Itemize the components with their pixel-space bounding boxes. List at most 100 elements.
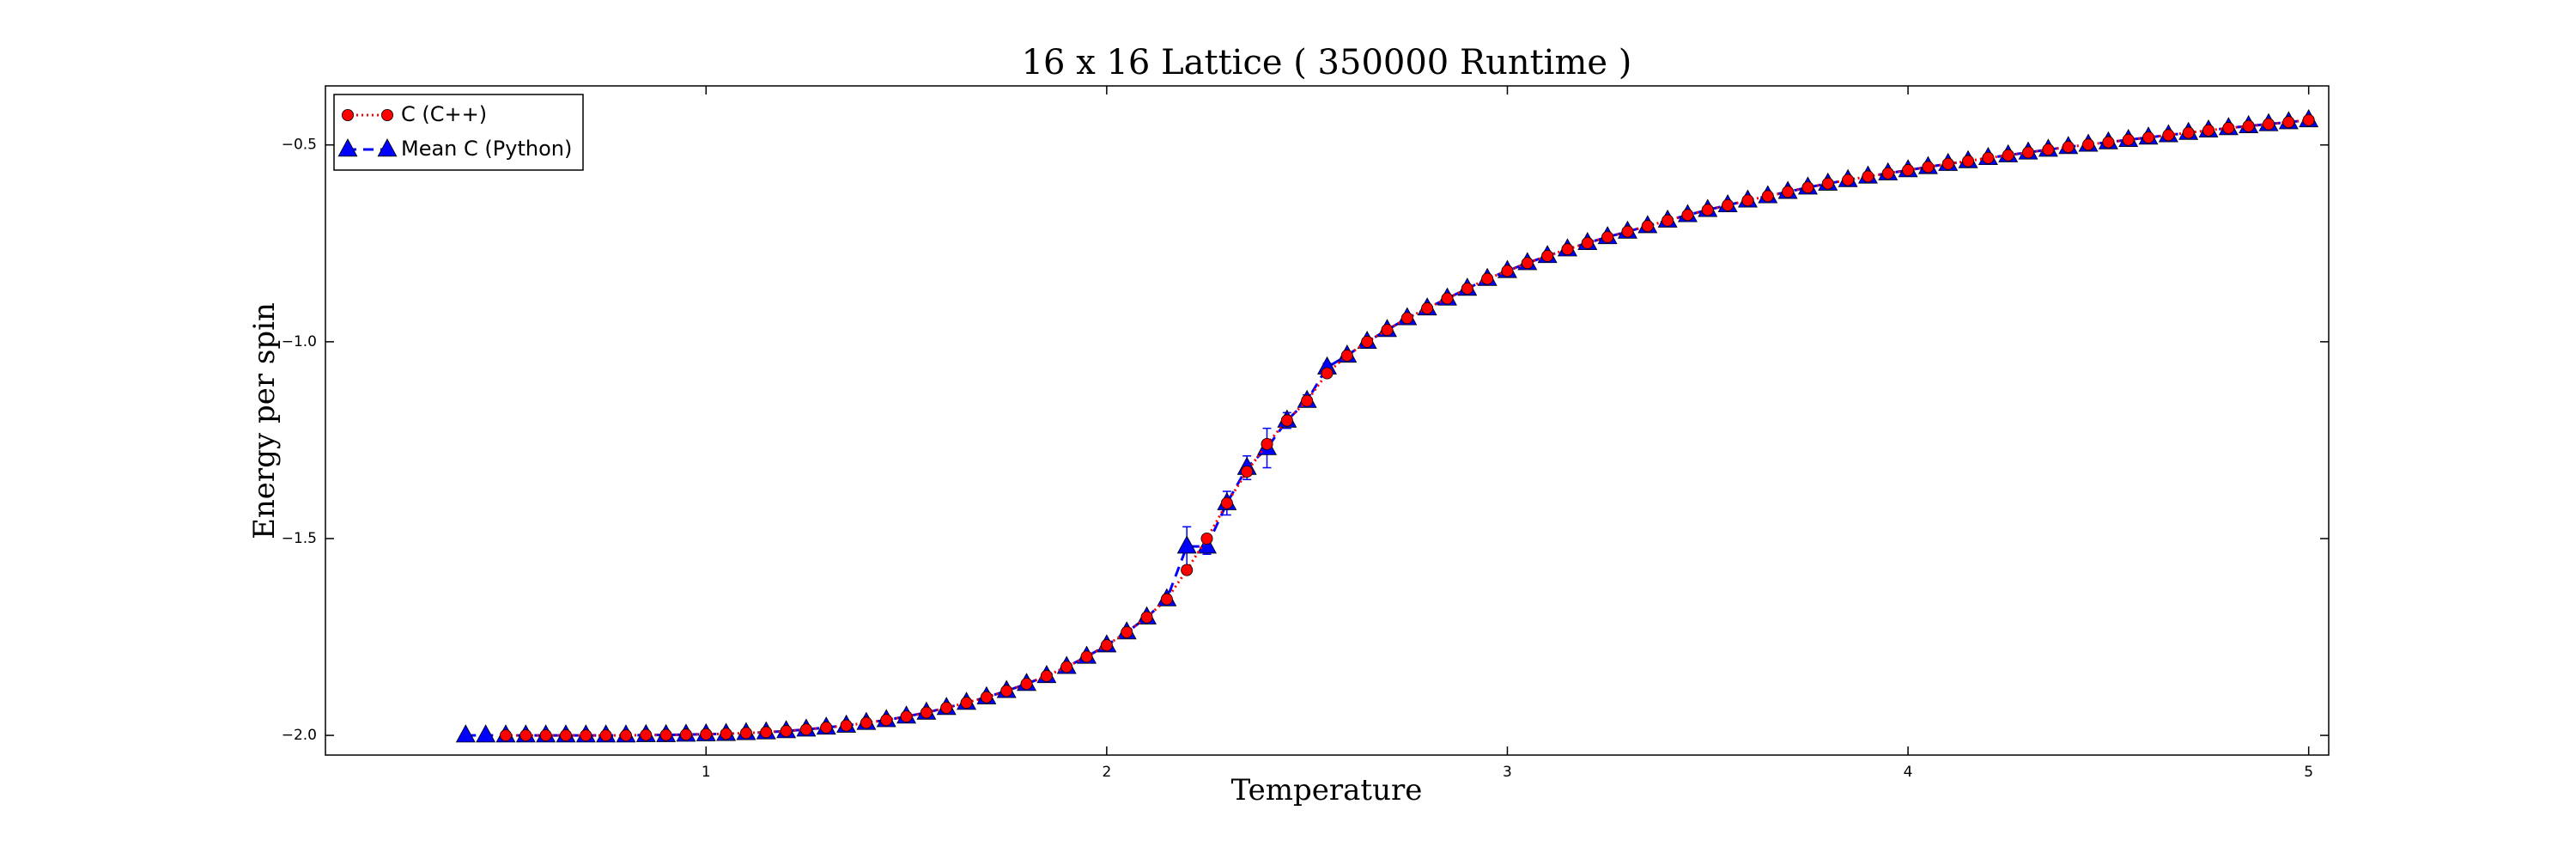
legend-marker	[380, 109, 393, 122]
circle-marker	[2042, 143, 2055, 156]
circle-marker	[1621, 225, 1634, 238]
circle-marker	[1080, 650, 1093, 663]
triangle-marker	[1197, 535, 1217, 554]
circle-marker	[2082, 138, 2095, 151]
circle-marker	[1121, 626, 1133, 639]
circle-marker	[1561, 243, 1574, 256]
circle-marker	[539, 729, 552, 742]
circle-marker	[2263, 118, 2275, 131]
circle-marker	[720, 728, 732, 740]
circle-marker	[940, 702, 953, 715]
circle-marker	[619, 729, 632, 742]
circle-marker	[1040, 669, 1053, 682]
circle-marker	[900, 710, 913, 723]
circle-marker	[700, 728, 713, 740]
circle-marker	[980, 691, 993, 704]
circle-marker	[1641, 220, 1654, 233]
circle-marker	[2202, 124, 2215, 137]
circle-marker	[799, 723, 812, 736]
circle-marker	[1340, 349, 1353, 362]
circle-marker	[2242, 119, 2255, 132]
circle-marker	[1280, 414, 1293, 427]
circle-marker	[2022, 146, 2035, 159]
circle-marker	[1200, 532, 1213, 545]
circle-marker	[2222, 122, 2235, 135]
circle-marker	[1181, 564, 1194, 576]
circle-marker	[1601, 230, 1614, 243]
circle-marker	[659, 728, 672, 741]
circle-marker	[1100, 639, 1113, 652]
x-tick-label: 2	[1102, 764, 1111, 781]
circle-marker	[2122, 133, 2135, 146]
triangle-marker	[476, 724, 496, 743]
circle-marker	[1782, 186, 1795, 198]
legend-marker	[341, 109, 354, 122]
circle-marker	[1761, 190, 1774, 203]
circle-marker	[1381, 324, 1394, 337]
circle-marker	[2102, 136, 2115, 149]
y-tick-label: −2.0	[282, 727, 317, 744]
circle-marker	[1902, 164, 1915, 177]
circle-marker	[780, 725, 793, 738]
circle-marker	[860, 716, 872, 729]
circle-marker	[2142, 131, 2155, 144]
circle-marker	[1140, 611, 1153, 624]
circle-marker	[1881, 167, 1894, 180]
circle-marker	[1421, 302, 1434, 314]
circle-marker	[820, 721, 833, 734]
circle-marker	[2162, 129, 2175, 142]
y-tick-label: −1.5	[282, 530, 317, 547]
circle-marker	[1481, 272, 1494, 285]
circle-marker	[840, 719, 853, 732]
circle-marker	[1461, 282, 1473, 295]
circle-marker	[1521, 257, 1534, 270]
triangle-marker	[1176, 535, 1197, 554]
circle-marker	[1681, 209, 1694, 222]
circle-marker	[1241, 466, 1254, 478]
circle-marker	[1160, 593, 1173, 606]
circle-marker	[580, 729, 592, 742]
chart-title: 16 x 16 Lattice ( 350000 Runtime )	[1022, 43, 1632, 82]
circle-marker	[1020, 678, 1033, 691]
circle-marker	[1060, 661, 1073, 673]
x-tick-label: 1	[702, 764, 711, 781]
x-tick-label: 4	[1904, 764, 1913, 781]
circle-marker	[2182, 126, 2195, 139]
circle-marker	[1741, 194, 1754, 207]
circle-marker	[1400, 312, 1413, 325]
circle-marker	[1361, 335, 1374, 348]
legend-marker	[337, 138, 358, 157]
y-tick-label: −1.0	[282, 333, 317, 350]
circle-marker	[1941, 157, 1954, 170]
circle-marker	[880, 714, 893, 727]
legend-label: C (C++)	[401, 102, 487, 126]
circle-marker	[2282, 116, 2295, 129]
circle-marker	[1541, 249, 1554, 262]
circle-marker	[920, 706, 933, 719]
legend-label: Mean C (Python)	[401, 137, 572, 161]
circle-marker	[2002, 149, 2014, 161]
circle-marker	[960, 697, 973, 710]
x-axis-label: Temperature	[1231, 773, 1423, 807]
circle-marker	[1000, 685, 1013, 698]
circle-marker	[559, 729, 572, 742]
legend-marker	[377, 138, 398, 157]
circle-marker	[1261, 437, 1273, 450]
y-axis-label: Energy per spin	[247, 302, 282, 539]
circle-marker	[1842, 174, 1855, 186]
circle-marker	[1321, 367, 1334, 380]
circle-marker	[1922, 161, 1935, 174]
circle-marker	[519, 729, 532, 742]
circle-marker	[2062, 141, 2075, 154]
legend-box	[333, 94, 584, 171]
circle-marker	[1722, 198, 1735, 211]
x-tick-label: 5	[2304, 764, 2313, 781]
circle-marker	[499, 729, 512, 742]
circle-marker	[1701, 204, 1714, 216]
circle-marker	[739, 727, 752, 740]
circle-marker	[2302, 113, 2315, 126]
series	[499, 113, 2315, 742]
triangle-marker	[455, 724, 476, 743]
x-tick-label: 3	[1503, 764, 1512, 781]
